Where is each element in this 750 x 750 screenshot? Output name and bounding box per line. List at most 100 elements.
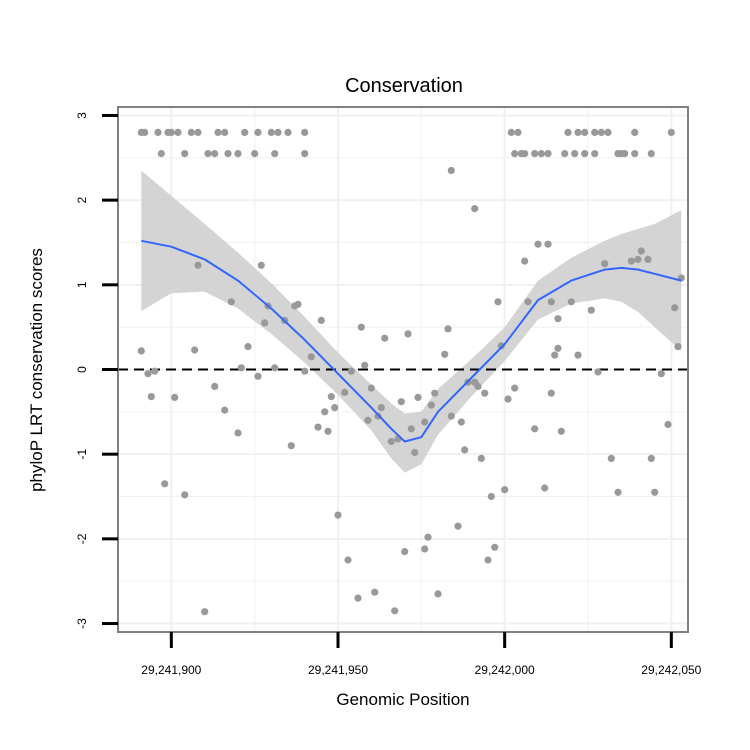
- data-point: [424, 533, 432, 541]
- data-point: [421, 418, 429, 426]
- data-point: [501, 486, 509, 494]
- data-point: [294, 300, 302, 308]
- data-point: [657, 370, 665, 378]
- data-point: [591, 128, 599, 136]
- data-point: [604, 128, 612, 136]
- data-point: [244, 343, 252, 351]
- data-point: [387, 437, 395, 446]
- data-point: [267, 128, 275, 136]
- data-point: [144, 370, 152, 378]
- data-point: [554, 315, 562, 323]
- data-point: [607, 454, 615, 462]
- data-point: [284, 128, 292, 136]
- data-point: [431, 389, 439, 397]
- data-point: [631, 150, 639, 158]
- data-point: [301, 128, 309, 136]
- data-point: [441, 350, 449, 358]
- data-point: [271, 150, 279, 158]
- data-point: [647, 150, 655, 158]
- data-point: [551, 351, 559, 359]
- data-point: [434, 590, 442, 598]
- data-point: [571, 150, 579, 158]
- data-point: [391, 607, 399, 615]
- data-point: [401, 548, 409, 556]
- data-point: [671, 304, 679, 312]
- data-point: [327, 393, 335, 401]
- data-point: [227, 298, 235, 306]
- y-tick-label: 1: [75, 281, 89, 288]
- x-tick-label: 29,241,950: [308, 663, 368, 677]
- data-point: [557, 427, 565, 435]
- data-point: [367, 384, 375, 392]
- data-point: [507, 128, 515, 136]
- data-point: [514, 128, 522, 136]
- y-tick-label: 0: [75, 366, 89, 373]
- data-point: [301, 150, 309, 158]
- data-point: [214, 128, 222, 136]
- data-point: [471, 205, 479, 213]
- data-point: [564, 128, 572, 136]
- data-point: [474, 382, 482, 390]
- y-tick-label: -2: [75, 533, 89, 544]
- data-point: [544, 240, 552, 248]
- data-point: [494, 298, 502, 306]
- chart-title: Conservation: [345, 75, 463, 97]
- data-point: [627, 257, 635, 265]
- x-tick-label: 29,242,000: [475, 663, 535, 677]
- data-point: [421, 545, 429, 553]
- data-point: [497, 342, 505, 350]
- data-point: [427, 401, 435, 409]
- data-point: [574, 351, 582, 359]
- data-point: [567, 298, 575, 306]
- data-point: [481, 389, 489, 397]
- data-point: [644, 255, 652, 263]
- data-point: [314, 423, 322, 431]
- data-point: [651, 488, 659, 496]
- data-point: [181, 150, 189, 158]
- data-point: [414, 393, 422, 401]
- data-point: [361, 361, 369, 369]
- data-point: [547, 389, 555, 397]
- data-point: [524, 298, 532, 306]
- data-point: [151, 367, 159, 375]
- data-point: [261, 319, 269, 327]
- data-point: [324, 427, 332, 435]
- y-axis: 3 2 1 0 -1 -2 -3: [75, 112, 118, 629]
- data-point: [537, 150, 545, 158]
- data-point: [141, 128, 149, 136]
- data-point: [511, 384, 519, 392]
- data-point: [154, 128, 162, 136]
- data-point: [531, 425, 539, 433]
- data-point: [347, 367, 355, 375]
- data-point: [454, 522, 462, 530]
- data-point: [191, 346, 199, 354]
- data-point: [457, 418, 465, 426]
- data-point: [381, 334, 389, 342]
- data-point: [547, 298, 555, 306]
- x-axis-title: Genomic Position: [336, 690, 469, 709]
- data-point: [167, 128, 175, 136]
- data-point: [251, 150, 259, 158]
- data-point: [597, 128, 605, 136]
- y-tick-label: 3: [75, 112, 89, 119]
- data-point: [377, 404, 385, 412]
- data-point: [194, 128, 202, 136]
- data-point: [137, 347, 145, 355]
- y-tick-label: -1: [75, 449, 89, 460]
- data-point: [541, 484, 549, 492]
- data-point: [211, 150, 219, 158]
- data-point: [341, 388, 349, 396]
- data-point: [444, 325, 452, 333]
- data-point: [317, 316, 325, 324]
- data-point: [591, 150, 599, 158]
- data-point: [614, 488, 622, 496]
- data-point: [601, 260, 609, 268]
- data-point: [664, 420, 672, 429]
- data-point: [364, 416, 372, 424]
- data-point: [321, 408, 329, 416]
- data-point: [631, 128, 639, 136]
- smooth-line: [141, 239, 682, 443]
- data-point: [491, 543, 499, 551]
- y-tick-label: 2: [75, 196, 89, 203]
- data-point: [287, 442, 295, 450]
